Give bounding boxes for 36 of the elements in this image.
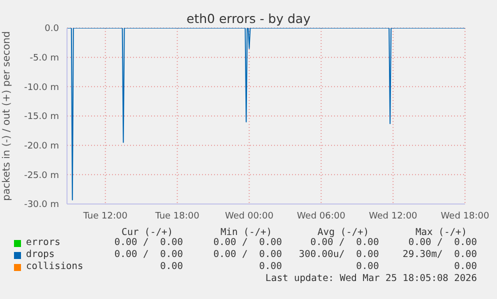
legend-label: collisions	[26, 261, 84, 272]
text: Avg (-/+)	[318, 227, 369, 238]
y-tick-label: -15.0 m	[24, 112, 59, 122]
text: 0.00	[160, 261, 183, 272]
legend-label: drops	[26, 249, 55, 260]
x-tick-label: Wed 12:00	[368, 211, 418, 222]
y-axis-title: packets in (-) / out (+) per second	[2, 31, 13, 201]
text: 0.00	[356, 261, 379, 272]
y-tick-label: -5.0 m	[30, 54, 59, 64]
text: 0.00 / 0.00	[114, 237, 183, 248]
text: 0.00	[454, 261, 477, 272]
text: 29.30m/ 0.00	[402, 249, 477, 260]
text: Max (-/+)	[416, 227, 467, 238]
x-tick-label: Wed 00:00	[225, 211, 274, 222]
line-series	[67, 28, 465, 200]
x-tick-label: Wed 06:00	[296, 211, 346, 222]
x-tick-label: Tue 18:00	[154, 211, 200, 222]
legend-label: errors	[26, 237, 60, 248]
y-tick-label: 0.0	[44, 24, 60, 34]
text: 0.00 / 0.00	[114, 249, 183, 260]
y-tick-label: -10.0 m	[24, 82, 59, 93]
text: 0.00	[259, 261, 282, 272]
chart-title: eth0 errors - by day	[186, 11, 312, 26]
x-tick-label: Tue 12:00	[82, 211, 128, 222]
text: 0.00 / 0.00	[310, 237, 379, 248]
text: Min (-/+)	[220, 227, 272, 238]
y-tick-label: -30.0 m	[24, 200, 59, 210]
text: Cur (-/+)	[122, 227, 173, 238]
text: Last update: Wed Mar 25 18:05:08 2026	[265, 273, 477, 284]
text: 300.00u/ 0.00	[298, 249, 379, 260]
text: 0.00 / 0.00	[408, 237, 477, 248]
y-tick-label: -25.0 m	[24, 170, 59, 181]
y-tick-label: -20.0 m	[24, 142, 59, 152]
x-tick-label: Wed 18:00	[440, 211, 490, 222]
text: 0.00 / 0.00	[213, 249, 282, 260]
text: 0.00 / 0.00	[213, 237, 282, 248]
